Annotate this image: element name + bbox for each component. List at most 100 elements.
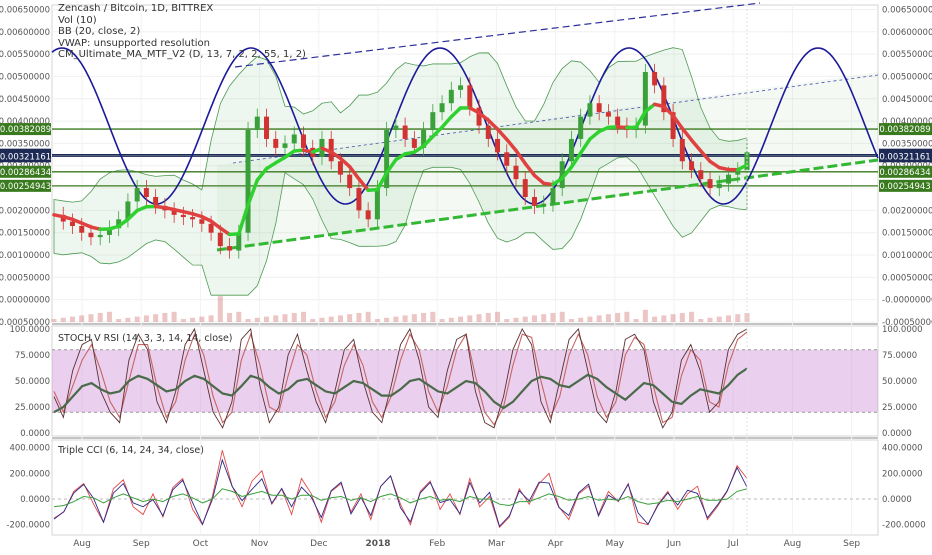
volume-bar xyxy=(440,319,445,322)
candle-body xyxy=(680,139,685,161)
candle-body xyxy=(347,175,352,188)
stoch-tick-right: 0.0000 xyxy=(882,429,912,439)
cci-tick-left: -200.0000 xyxy=(6,521,50,531)
candle-body xyxy=(458,85,463,89)
stoch-tick-left: 50.0000 xyxy=(15,377,50,387)
x-tick-label: Apr xyxy=(548,539,564,549)
volume-bar xyxy=(79,315,84,322)
price-tick-label-right: 0.00500000 xyxy=(882,72,932,82)
volume-bar xyxy=(495,312,500,322)
candle-body xyxy=(283,143,288,147)
candle-body xyxy=(698,170,703,179)
level-tag-right-text: 0.00286434 xyxy=(879,168,930,178)
volume-bar xyxy=(246,319,251,322)
volume-bar xyxy=(255,318,260,322)
candle-body xyxy=(495,139,500,152)
x-tick-label: Nov xyxy=(251,539,269,549)
candle-body xyxy=(615,117,620,126)
level-tag-right-text: 0.00382089 xyxy=(879,125,930,135)
price-tick-label-left: 0.00600000 xyxy=(0,28,50,38)
volume-bar xyxy=(70,317,75,322)
volume-bar xyxy=(319,318,324,322)
volume-bar xyxy=(421,313,426,322)
volume-bar xyxy=(301,312,306,322)
candle-body xyxy=(70,222,75,226)
candle-body xyxy=(292,134,297,143)
volume-bar xyxy=(144,315,149,322)
cci-title: Triple CCI (6, 14, 24, 34, close) xyxy=(58,445,204,456)
volume-bar xyxy=(532,315,537,322)
price-tick-label-left: 0.00450000 xyxy=(0,95,50,105)
candle-body xyxy=(264,117,269,139)
legend-ma-mtf: CM_Ultimate_MA_MTF_V2 (D, 13, 7, 2, 2, 5… xyxy=(58,49,306,61)
x-tick-label: Aug xyxy=(784,539,802,549)
volume-bar xyxy=(264,317,269,322)
legend-symbol: Zencash / Bitcoin, 1D, BITTREX xyxy=(58,3,306,15)
price-tick-label-right: 0.00050000 xyxy=(882,273,932,283)
candle-body xyxy=(153,197,158,206)
volume-bar xyxy=(680,313,685,322)
candle-body xyxy=(246,130,251,233)
volume-bar xyxy=(162,313,167,322)
candle-body xyxy=(504,152,509,165)
level-tag-left-text: 0.00382089 xyxy=(0,125,51,135)
volume-bar xyxy=(107,312,112,322)
volume-bar xyxy=(717,317,722,322)
stoch-tick-right: 100.0000 xyxy=(882,325,923,335)
candle-body xyxy=(181,215,186,217)
price-tick-label-right: 0.00450000 xyxy=(882,95,932,105)
volume-bar xyxy=(125,318,130,322)
volume-bar xyxy=(366,312,371,322)
cci-tick-right: 400.0000 xyxy=(882,444,923,454)
level-tag-left-text: 0.00286434 xyxy=(0,168,51,178)
volume-bar xyxy=(61,318,66,322)
candle-body xyxy=(403,126,408,139)
volume-bar xyxy=(477,314,482,322)
candle-body xyxy=(717,184,722,188)
candle-body xyxy=(689,161,694,170)
price-tick-label-left: 0.00150000 xyxy=(0,229,50,239)
price-tick-label-left: 0.00550000 xyxy=(0,50,50,60)
stoch-tick-right: 25.0000 xyxy=(882,403,917,413)
x-tick-label: Dec xyxy=(310,539,327,549)
cci-tick-right: 0.0000 xyxy=(882,495,912,505)
candle-body xyxy=(366,210,371,219)
x-tick-label: Feb xyxy=(429,539,445,549)
candle-body xyxy=(338,161,343,174)
volume-bar xyxy=(735,314,740,322)
volume-bar xyxy=(236,312,241,322)
legend-vwap: VWAP: unsupported resolution xyxy=(58,38,306,50)
volume-bar xyxy=(227,313,232,322)
volume-bar xyxy=(523,317,528,322)
volume-bar xyxy=(135,317,140,322)
volume-bar xyxy=(541,314,546,322)
candle-body xyxy=(98,235,103,237)
x-tick-label: Jul xyxy=(727,539,739,549)
volume-bar xyxy=(273,315,278,322)
volume-bar xyxy=(190,318,195,322)
volume-bar xyxy=(597,315,602,322)
x-tick-label: Mar xyxy=(488,539,505,549)
volume-bar xyxy=(449,318,454,322)
x-tick-label: May xyxy=(605,539,624,549)
price-tick-label-left: -0.00000000 xyxy=(0,296,50,306)
volume-bar xyxy=(652,317,657,322)
candle-body xyxy=(532,197,537,206)
volume-bar xyxy=(356,313,361,322)
volume-bar xyxy=(52,319,57,322)
candle-body xyxy=(144,188,149,197)
candle-body xyxy=(88,233,93,237)
price-tick-label-right: 0.00600000 xyxy=(882,28,932,38)
volume-bar xyxy=(283,314,288,322)
x-tick-label: Aug xyxy=(73,539,91,549)
volume-bar xyxy=(412,314,417,322)
price-tick-label-right: 0.00550000 xyxy=(882,50,932,60)
price-tick-label-right: 0.00350000 xyxy=(882,139,932,149)
candle-body xyxy=(255,117,260,130)
candle-body xyxy=(541,204,546,206)
volume-bar xyxy=(209,315,214,322)
volume-bar xyxy=(606,314,611,322)
volume-bar xyxy=(116,319,121,322)
price-tick-label-left: 0.00500000 xyxy=(0,72,50,82)
